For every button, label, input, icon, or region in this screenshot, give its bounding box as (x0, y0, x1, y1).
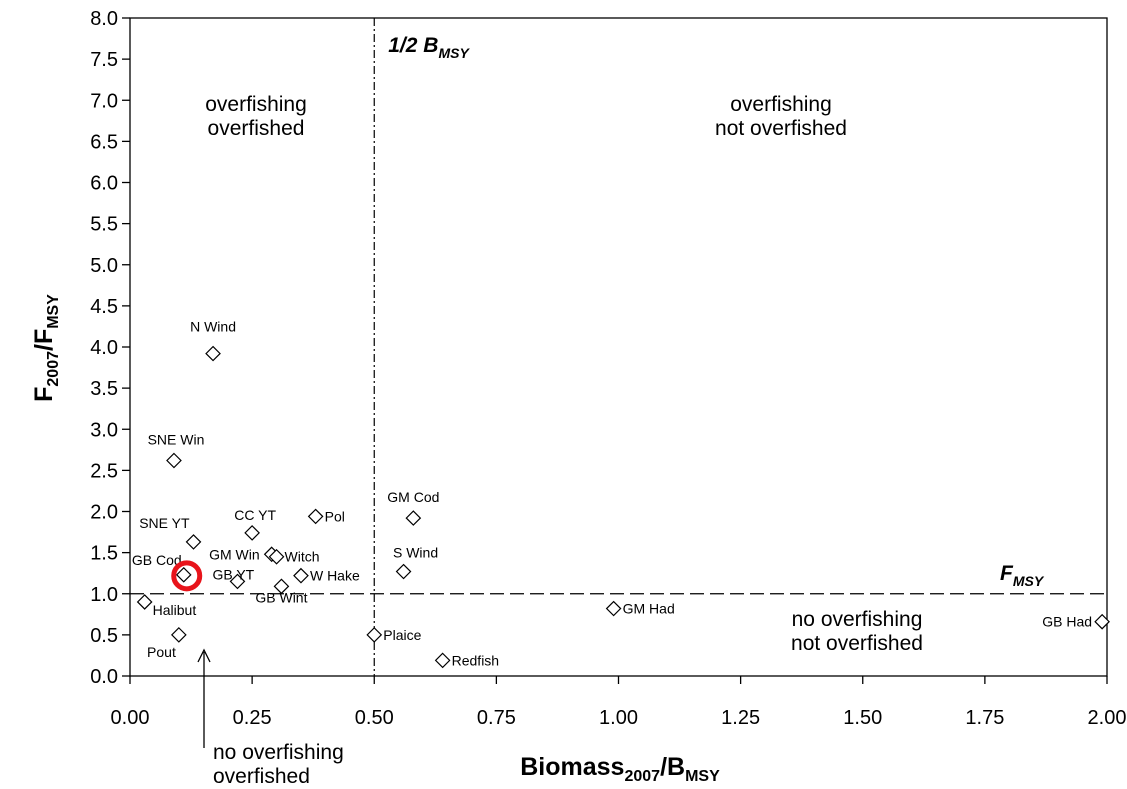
y-tick-label: 1.0 (90, 584, 118, 606)
point-label: S Wind (393, 545, 438, 561)
data-point (205, 345, 221, 362)
point-label: Pol (325, 508, 345, 524)
data-point (434, 652, 451, 669)
data-points (136, 345, 1110, 669)
fmsy-label: FMSY (1000, 562, 1045, 589)
x-tick-label: 0.00 (111, 707, 150, 729)
x-tick-label: 2.00 (1088, 707, 1127, 729)
point-labels: N Wind SNE Win Pol GM Cod CC YT SNE YT GM Win W… (132, 319, 1092, 669)
point-label: Redfish (452, 652, 499, 668)
region-label: no overfishing (213, 741, 344, 764)
y-tick-label: 7.0 (90, 90, 118, 112)
region-label: overfished (213, 765, 310, 788)
x-tick-label: 0.50 (355, 707, 394, 729)
y-tick-label: 4.0 (90, 337, 118, 359)
point-label: N Wind (190, 319, 236, 335)
y-tick-label: 5.0 (90, 255, 118, 277)
point-label: GM Had (623, 601, 675, 617)
y-axis-title: F2007/FMSY (30, 294, 62, 402)
region-label: not overfished (715, 117, 847, 140)
data-point (395, 563, 412, 580)
y-tick-label: 0.5 (90, 625, 118, 647)
x-tick-label: 1.75 (965, 707, 1004, 729)
half-bmsy-label: 1/2 BMSY (388, 34, 470, 61)
x-tick-label: 0.75 (477, 707, 516, 729)
region-arrow-head (197, 648, 211, 663)
point-label: CC YT (234, 507, 276, 523)
point-label: GB Cod (132, 552, 182, 568)
data-point (185, 534, 202, 550)
y-tick-label: 7.5 (90, 49, 118, 71)
y-tick-label: 8.0 (90, 8, 118, 30)
data-point (366, 627, 383, 643)
y-tick-label: 6.5 (90, 131, 118, 153)
y-tick-label: 0.0 (90, 666, 118, 688)
region-label: overfishing (205, 93, 307, 116)
data-point (273, 578, 290, 595)
x-tick-label: 0.25 (233, 707, 272, 729)
data-point (293, 567, 309, 584)
x-tick-label: 1.25 (721, 707, 760, 729)
y-tick-label: 2.5 (90, 460, 118, 482)
region-label: overfishing (730, 93, 832, 116)
x-tick-label: 1.00 (599, 707, 638, 729)
y-tick-label: 6.0 (90, 173, 118, 195)
data-point (166, 452, 182, 469)
highlight-annotation (171, 560, 203, 592)
data-point (1094, 613, 1110, 630)
y-tick-label: 2.0 (90, 502, 118, 524)
point-label: Halibut (153, 602, 197, 618)
data-point (307, 508, 324, 525)
x-axis-title: Biomass2007/BMSY (520, 753, 720, 785)
data-point (605, 600, 622, 617)
data-point (244, 525, 260, 541)
region-label: no overfishing (792, 608, 923, 631)
point-label: SNE YT (139, 515, 190, 531)
point-label: GB YT (212, 566, 254, 582)
data-point (268, 548, 285, 565)
y-tick-label: 1.5 (90, 543, 118, 565)
data-point (405, 510, 422, 526)
point-label: Plaice (383, 627, 421, 643)
point-label: GB Wint (255, 589, 307, 605)
region-label: not overfished (791, 632, 923, 655)
data-point (136, 594, 153, 610)
y-tick-label: 3.5 (90, 378, 118, 400)
highlight-circle (171, 560, 203, 592)
axes: 0.0 0.5 1.0 1.5 2.0 2.5 3.0 3.5 4.0 4.5 5.0 5.5 6.0 6… (30, 8, 1126, 785)
y-tick-label: 5.5 (90, 214, 118, 236)
data-point (175, 566, 192, 583)
data-point (171, 627, 187, 643)
x-tick-label: 1.50 (843, 707, 882, 729)
region-label: overfished (208, 117, 305, 140)
reference-lines: 1/2 BMSY FMSY (130, 18, 1107, 676)
data-point (229, 573, 246, 590)
y-tick-label: 3.0 (90, 419, 118, 441)
point-label: SNE Win (148, 432, 205, 448)
point-label: Witch (285, 549, 320, 565)
point-label: GM Win (209, 546, 260, 562)
point-label: GM Cod (387, 489, 439, 505)
point-label: W Hake (310, 568, 360, 584)
point-label: Pout (147, 644, 176, 660)
point-label: GB Had (1042, 614, 1092, 630)
y-tick-label: 4.5 (90, 296, 118, 318)
